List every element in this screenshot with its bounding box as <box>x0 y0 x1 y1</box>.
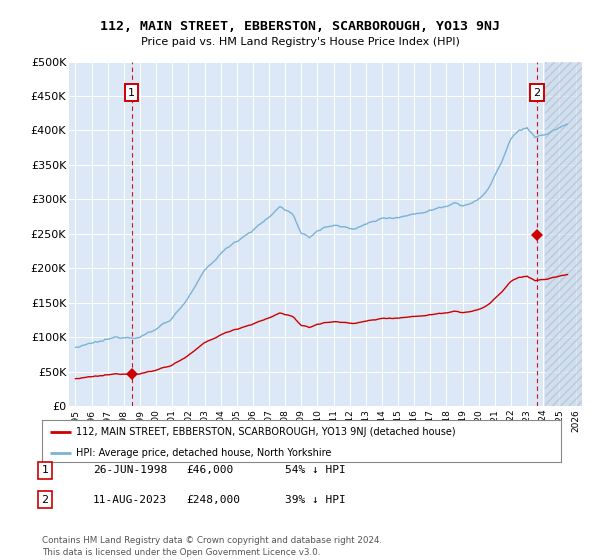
Text: 39% ↓ HPI: 39% ↓ HPI <box>285 494 346 505</box>
Text: £248,000: £248,000 <box>186 494 240 505</box>
Text: 54% ↓ HPI: 54% ↓ HPI <box>285 465 346 475</box>
Text: £46,000: £46,000 <box>186 465 233 475</box>
Text: Contains HM Land Registry data © Crown copyright and database right 2024.
This d: Contains HM Land Registry data © Crown c… <box>42 536 382 557</box>
Text: 2: 2 <box>533 87 541 97</box>
Text: 2: 2 <box>41 494 49 505</box>
Bar <box>545 62 592 406</box>
Text: 1: 1 <box>41 465 49 475</box>
Text: 1: 1 <box>128 87 135 97</box>
Text: 11-AUG-2023: 11-AUG-2023 <box>93 494 167 505</box>
Text: Price paid vs. HM Land Registry's House Price Index (HPI): Price paid vs. HM Land Registry's House … <box>140 37 460 47</box>
Text: 112, MAIN STREET, EBBERSTON, SCARBOROUGH, YO13 9NJ (detached house): 112, MAIN STREET, EBBERSTON, SCARBOROUGH… <box>76 427 455 437</box>
Text: 26-JUN-1998: 26-JUN-1998 <box>93 465 167 475</box>
Text: 112, MAIN STREET, EBBERSTON, SCARBOROUGH, YO13 9NJ: 112, MAIN STREET, EBBERSTON, SCARBOROUGH… <box>100 20 500 34</box>
Text: HPI: Average price, detached house, North Yorkshire: HPI: Average price, detached house, Nort… <box>76 448 331 458</box>
